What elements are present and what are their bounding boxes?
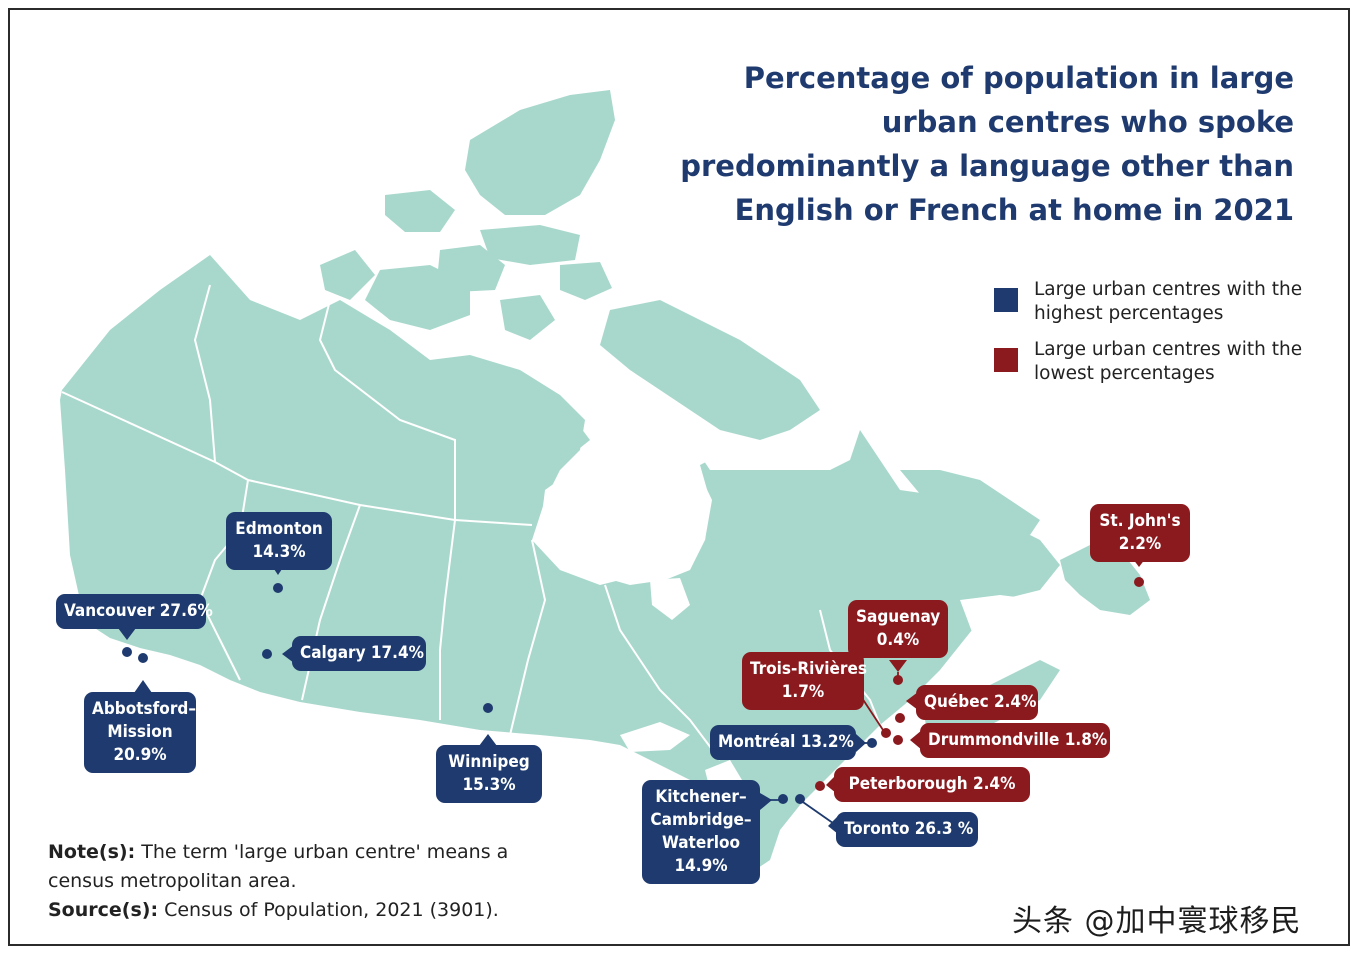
dot-saguenay xyxy=(893,675,903,685)
dot-vancouver xyxy=(122,647,132,657)
dot-peterborough xyxy=(815,781,825,791)
label-line: Peterborough 2.4% xyxy=(848,774,1016,794)
label-line: Vancouver 27.6% xyxy=(64,601,213,621)
watermark: 头条 @加中寰球移民 xyxy=(1012,904,1302,939)
label-trois-rivieres: Trois-Rivières 1.7% xyxy=(742,652,867,710)
legend-item-highest: Large urban centres with the highest per… xyxy=(994,278,1314,330)
legend-label-highest: Large urban centres with the highest per… xyxy=(1034,279,1303,324)
label-line: Drummondville 1.8% xyxy=(928,730,1108,750)
label-line: Kitchener– xyxy=(655,787,747,807)
label-edmonton: Edmonton 14.3% xyxy=(226,512,332,570)
mainland xyxy=(60,255,1060,870)
baffin-island xyxy=(600,300,820,440)
label-line: Abbotsford– xyxy=(92,699,196,719)
note-block: Note(s): The term 'large urban centre' m… xyxy=(48,838,568,925)
label-line: Trois-Rivières xyxy=(750,659,867,679)
prince-of-wales xyxy=(500,295,555,340)
somerset-island xyxy=(560,262,612,300)
dot-toronto xyxy=(795,794,805,804)
label-line: 14.9% xyxy=(674,856,728,876)
label-st-johns: St. John's 2.2% xyxy=(1090,504,1190,562)
dot-st-johns xyxy=(1134,577,1144,587)
dot-drummondville xyxy=(893,735,903,745)
label-toronto: Toronto 26.3 % xyxy=(836,812,978,847)
hudson-bay xyxy=(540,455,712,585)
label-line: 15.3% xyxy=(462,775,516,795)
label-vancouver: Vancouver 27.6% xyxy=(56,594,213,629)
label-line: Québec 2.4% xyxy=(924,692,1037,712)
label-abbotsford-mission: Abbotsford– Mission 20.9% xyxy=(84,692,196,773)
legend-label-lowest: Large urban centres with the lowest perc… xyxy=(1034,339,1303,384)
gulf-st-lawrence xyxy=(960,595,1055,655)
label-line: 1.7% xyxy=(781,682,825,702)
provincial-borders xyxy=(61,284,881,761)
dot-quebec xyxy=(895,713,905,723)
legend: Large urban centres with the highest per… xyxy=(994,278,1314,398)
label-winnipeg: Winnipeg 15.3% xyxy=(436,745,542,803)
label-line: Toronto 26.3 % xyxy=(844,819,974,839)
label-line: Winnipeg xyxy=(448,752,530,772)
arctic-islands-west xyxy=(385,190,455,232)
note-text: The term 'large urban centre' means a ce… xyxy=(48,841,509,892)
source-line: Source(s): Census of Population, 2021 (3… xyxy=(48,896,568,925)
labrador xyxy=(900,470,1040,535)
victoria-island xyxy=(365,265,470,330)
ellesmere-island xyxy=(465,90,615,215)
dot-trois-rivieres xyxy=(881,728,891,738)
newfoundland xyxy=(1060,545,1150,615)
label-line: Cambridge– xyxy=(650,810,752,830)
dot-edmonton xyxy=(273,583,283,593)
banks-island xyxy=(320,250,375,300)
note-label: Note(s): xyxy=(48,841,136,863)
label-montreal: Montréal 13.2% xyxy=(710,725,856,760)
hudson-strait xyxy=(700,445,850,470)
dot-kitchener xyxy=(778,794,788,804)
label-line: Calgary 17.4% xyxy=(300,643,424,663)
label-line: St. John's xyxy=(1099,511,1181,531)
label-quebec: Québec 2.4% xyxy=(916,685,1038,720)
label-saguenay: Saguenay 0.4% xyxy=(848,600,948,658)
dot-abbotsford-mission xyxy=(138,653,148,663)
source-text: Census of Population, 2021 (3901). xyxy=(158,899,499,921)
arctic-islands-mid xyxy=(438,245,505,292)
city-dots xyxy=(122,577,1144,804)
map-title: Percentage of population in large urban … xyxy=(680,61,1294,227)
label-line: Montréal 13.2% xyxy=(718,732,854,752)
devon-island xyxy=(480,225,580,265)
label-line: Edmonton xyxy=(235,519,323,539)
lake-superior xyxy=(620,722,690,752)
label-line: 14.3% xyxy=(252,542,306,562)
label-line: 0.4% xyxy=(876,630,920,650)
label-kitchener: Kitchener– Cambridge– Waterloo 14.9% xyxy=(642,780,760,884)
label-line: Waterloo xyxy=(661,833,741,853)
label-line: 20.9% xyxy=(113,745,167,765)
legend-swatch-highest xyxy=(994,288,1018,312)
legend-swatch-lowest xyxy=(994,348,1018,372)
label-drummondville: Drummondville 1.8% xyxy=(920,723,1110,758)
note-line: Note(s): The term 'large urban centre' m… xyxy=(48,838,568,896)
dot-calgary xyxy=(262,649,272,659)
dot-montreal xyxy=(867,738,877,748)
legend-item-lowest: Large urban centres with the lowest perc… xyxy=(994,338,1314,390)
label-line: Saguenay xyxy=(856,607,941,627)
dot-winnipeg xyxy=(483,703,493,713)
label-line: 2.2% xyxy=(1118,534,1162,554)
source-label: Source(s): xyxy=(48,899,159,921)
label-line: Mission xyxy=(107,722,173,742)
james-bay xyxy=(650,578,690,620)
label-peterborough: Peterborough 2.4% xyxy=(834,767,1030,802)
southampton-island xyxy=(540,420,590,460)
water-bodies xyxy=(540,445,1055,800)
label-calgary: Calgary 17.4% xyxy=(292,636,426,671)
